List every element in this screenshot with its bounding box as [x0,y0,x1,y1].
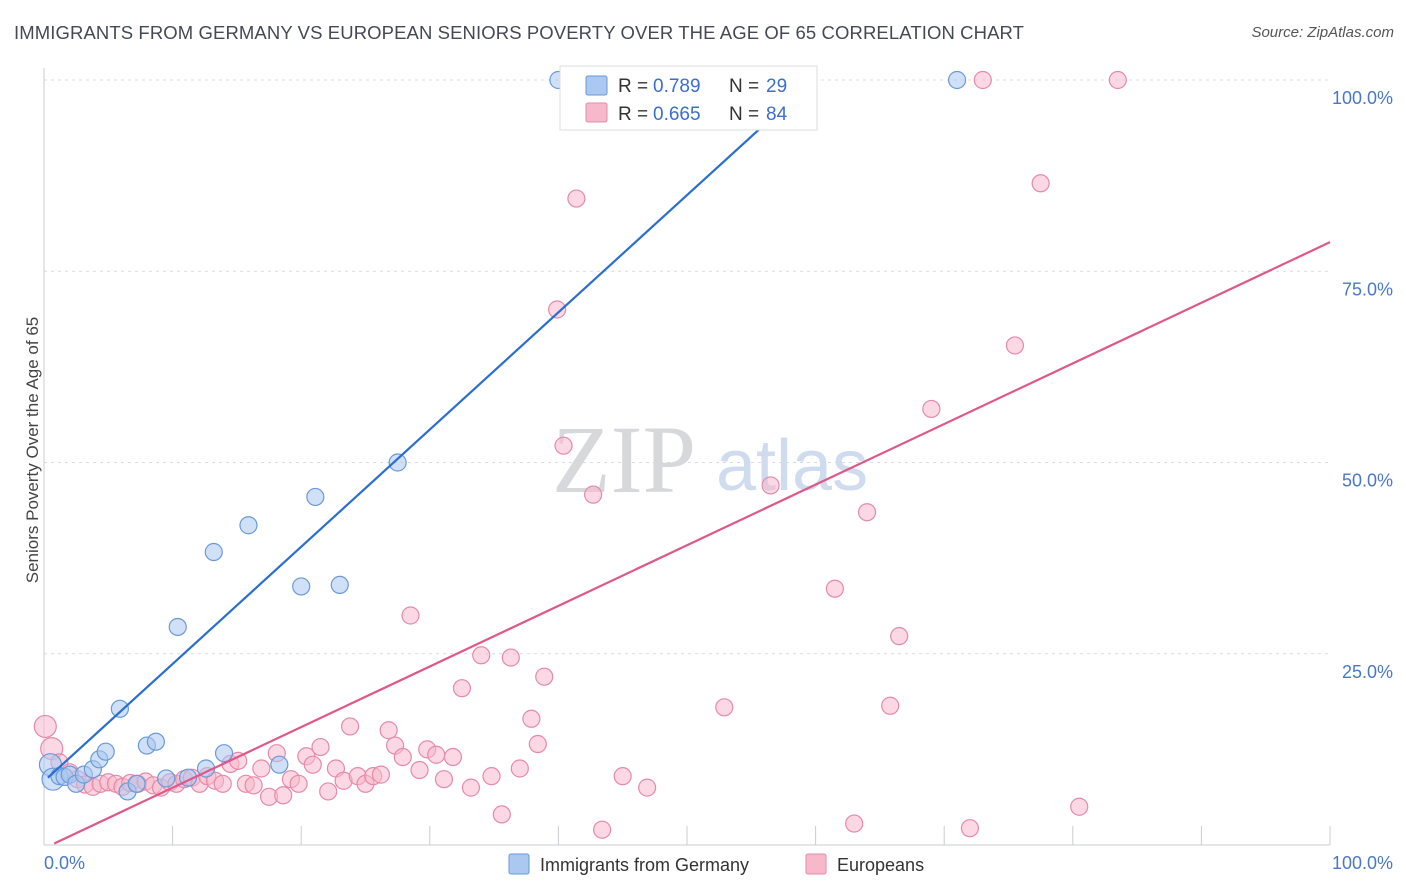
point-germany-10 [110,699,129,718]
point-germany-26 [388,453,407,472]
point-europeans-82 [1031,174,1050,193]
point-europeans-84 [1108,70,1127,90]
point-europeans-36 [311,737,330,757]
point-europeans-64 [548,300,567,319]
point-europeans-35 [303,755,322,774]
point-europeans-67 [584,485,603,504]
point-europeans-55 [461,778,481,797]
point-europeans-0 [33,714,57,739]
legend-n-label-2: N = [729,104,759,125]
series-label-europeans: Europeans [837,855,924,875]
point-europeans-70 [638,778,657,797]
point-europeans-83 [1070,797,1089,816]
point-europeans-81 [1005,336,1025,355]
point-europeans-74 [845,814,864,833]
point-europeans-76 [881,696,900,715]
point-europeans-77 [890,627,909,646]
point-germany-23 [292,577,311,596]
legend-n-value-1: 29 [766,76,787,97]
point-europeans-60 [510,759,529,778]
point-germany-28 [947,70,967,90]
point-europeans-80 [973,70,992,90]
point-germany-9 [96,742,115,761]
trend-line-europeans [53,241,1331,845]
legend-n-label-1: N = [729,76,759,97]
point-europeans-73 [825,579,844,598]
y-tick-label-75: 75.0% [1342,279,1393,299]
point-europeans-51 [427,745,446,764]
watermark-atlas: atlas [716,426,868,506]
legend-swatch-blue [585,75,608,96]
point-europeans-65 [554,436,573,455]
point-europeans-72 [761,476,780,495]
x-tick-label-max: 100.0% [1332,853,1393,873]
series-legend: Immigrants from Germany Europeans [508,853,924,875]
point-germany-20 [214,744,234,763]
point-europeans-45 [379,721,398,740]
point-europeans-57 [482,767,501,786]
point-europeans-33 [289,774,308,793]
point-europeans-49 [410,760,429,780]
point-europeans-61 [522,709,541,728]
point-europeans-31 [274,786,293,805]
point-europeans-66 [567,189,586,208]
point-europeans-48 [401,606,420,625]
correlation-legend: R = 0.789 N = 29 R = 0.665 N = 84 [559,65,818,131]
point-europeans-47 [393,747,412,767]
point-germany-24 [306,487,325,507]
legend-swatch-pink [585,102,608,123]
point-germany-16 [168,617,187,637]
point-europeans-54 [452,679,472,698]
data-points [33,70,1127,839]
series-swatch-germany [508,853,530,875]
legend-r-label-1: R = [618,76,648,97]
legend-r-label-2: R = [618,104,648,125]
point-europeans-63 [535,667,554,686]
point-europeans-37 [319,782,338,801]
point-europeans-78 [922,399,941,419]
watermark: ZIP atlas [552,406,868,513]
point-europeans-53 [443,747,463,767]
source-label: Source: ZipAtlas.com [1251,24,1394,41]
trend-lines [47,85,1331,845]
point-germany-14 [146,732,165,751]
point-europeans-40 [340,717,360,736]
y-tick-label-100: 100.0% [1332,88,1393,108]
point-europeans-79 [960,819,980,838]
tick-labels: 25.0% 50.0% 75.0% 100.0% 0.0% 100.0% [44,88,1393,873]
point-europeans-23 [213,774,232,793]
point-germany-21 [239,516,258,535]
point-europeans-62 [528,734,547,754]
point-europeans-75 [857,503,877,522]
y-tick-label-50: 50.0% [1342,471,1393,491]
point-europeans-69 [613,767,632,786]
point-europeans-44 [371,765,391,784]
point-europeans-59 [501,648,520,667]
legend-r-value-2: 0.665 [653,104,701,125]
point-europeans-28 [252,759,271,778]
series-label-germany: Immigrants from Germany [540,855,749,875]
point-germany-22 [270,755,289,774]
point-europeans-56 [472,646,491,665]
legend-n-value-2: 84 [766,104,788,125]
point-europeans-27 [244,776,263,795]
point-europeans-58 [492,805,511,824]
point-europeans-71 [715,698,734,717]
point-germany-12 [127,774,146,793]
grid-lines [44,79,1330,655]
point-germany-19 [204,542,223,562]
trend-line-germany [47,85,808,779]
point-germany-15 [157,769,176,788]
series-swatch-europeans [805,853,827,875]
chart-title: IMMIGRANTS FROM GERMANY VS EUROPEAN SENI… [14,22,1025,43]
watermark-zip: ZIP [552,406,696,513]
point-europeans-52 [434,770,454,789]
point-europeans-68 [593,820,612,839]
x-tick-label-min: 0.0% [44,853,85,873]
legend-r-value-1: 0.789 [653,76,701,97]
y-tick-label-25: 25.0% [1342,662,1393,682]
point-germany-25 [330,575,349,595]
